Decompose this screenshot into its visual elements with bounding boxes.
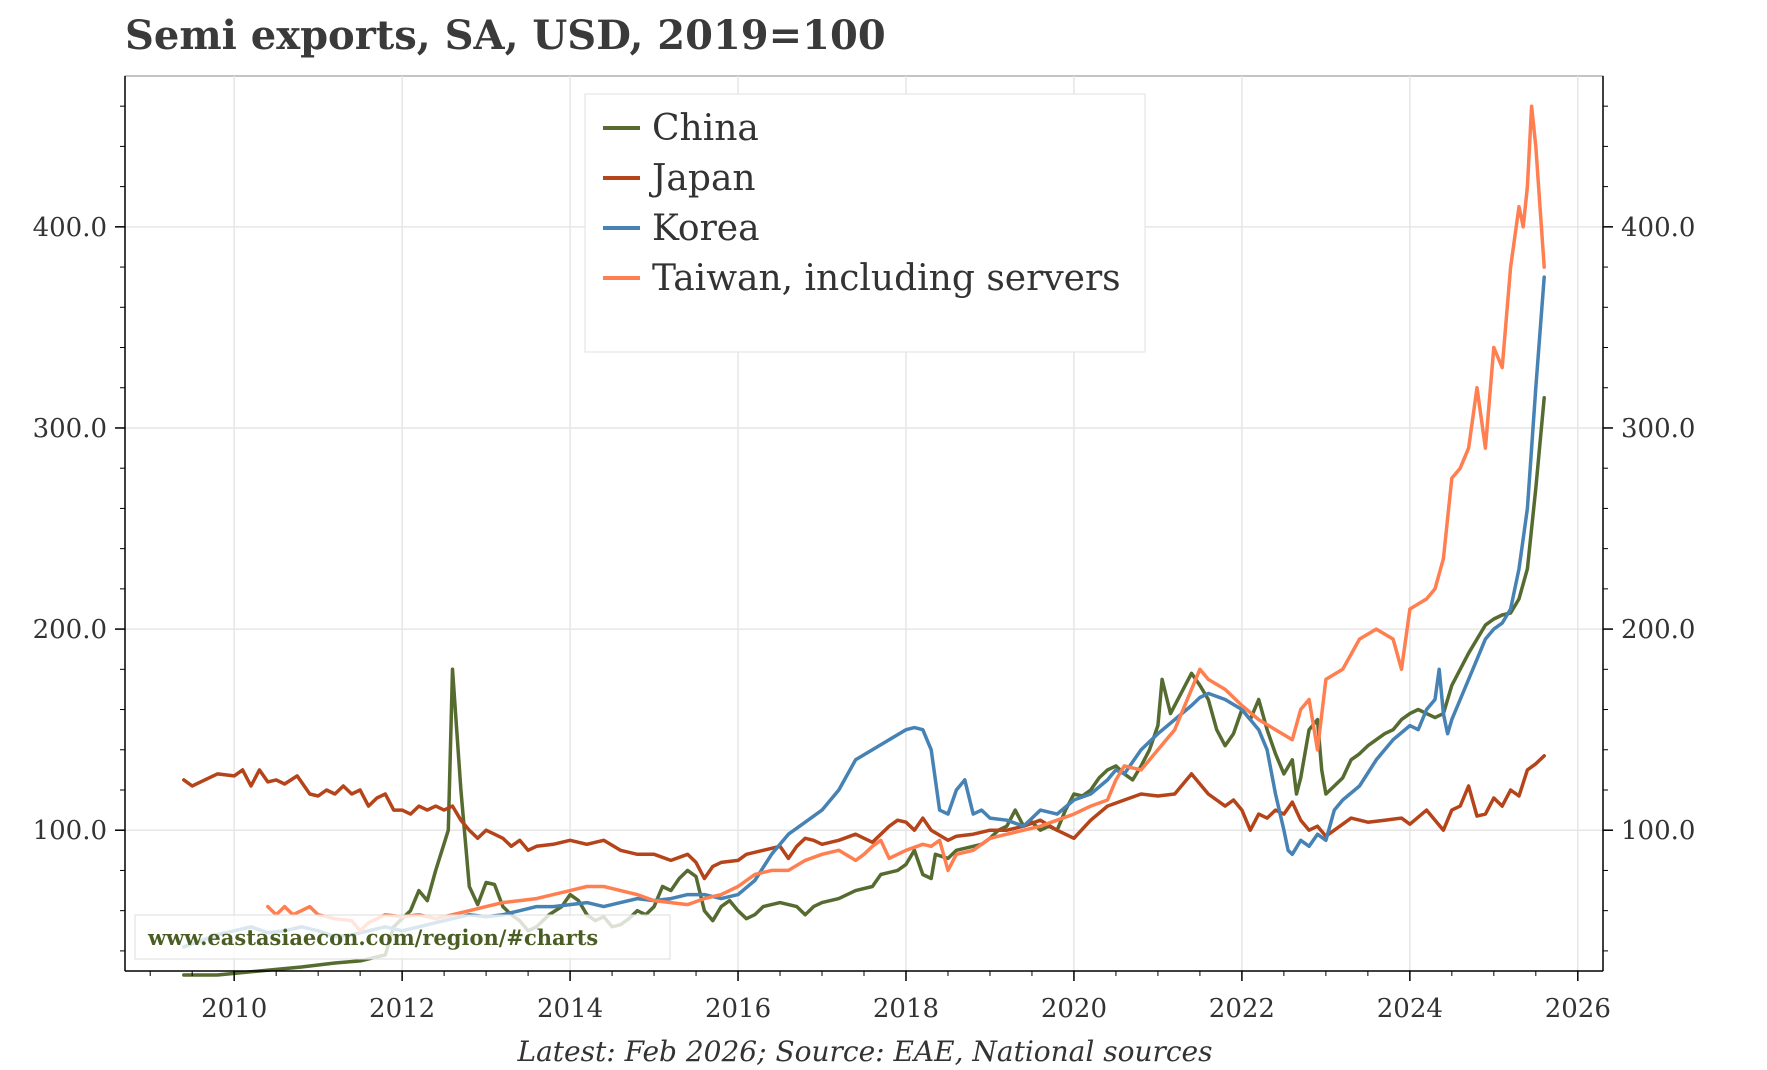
x-tick-label: 2026 (1545, 994, 1611, 1024)
y-tick-label-right: 200.0 (1621, 615, 1695, 645)
tick-marks (115, 105, 1613, 981)
series-line-taiwan (266, 104, 1546, 933)
y-tick-label-left: 200.0 (33, 615, 107, 645)
watermark-box (134, 914, 671, 960)
legend-label: Taiwan, including servers (652, 258, 1121, 299)
chart-title: Semi exports, SA, USD, 2019=100 (125, 12, 886, 59)
x-tick-label: 2024 (1377, 994, 1443, 1024)
watermark: www.eastasiaecon.com/region/#charts (134, 914, 671, 960)
y-tick-label-left: 300.0 (33, 414, 107, 444)
x-tick-label: 2012 (369, 994, 435, 1024)
tick-labels: 2010 2012 2014 2016 2018 2020 2022 2024 2026 100.… (33, 213, 1696, 1024)
legend-label: Japan (648, 158, 756, 199)
x-tick-label: 2016 (705, 994, 771, 1024)
legend-label: Korea (652, 208, 760, 249)
y-tick-label-right: 300.0 (1621, 414, 1695, 444)
source-note: Latest: Feb 2026; Source: EAE, National … (517, 1035, 1213, 1068)
x-tick-label: 2010 (201, 994, 267, 1024)
watermark-text: www.eastasiaecon.com/region/#charts (147, 925, 598, 950)
legend-label: China (652, 108, 759, 149)
y-tick-label-right: 400.0 (1621, 213, 1695, 243)
x-tick-label: 2022 (1209, 994, 1275, 1024)
y-tick-label-left: 400.0 (33, 213, 107, 243)
legend-box (584, 93, 1146, 353)
x-tick-label: 2014 (537, 994, 603, 1024)
y-tick-label-right: 100.0 (1621, 816, 1695, 846)
x-tick-label: 2018 (873, 994, 939, 1024)
y-tick-label-left: 100.0 (33, 816, 107, 846)
legend: China Japan Korea Taiwan, including servers (584, 93, 1146, 353)
x-tick-label: 2020 (1041, 994, 1107, 1024)
